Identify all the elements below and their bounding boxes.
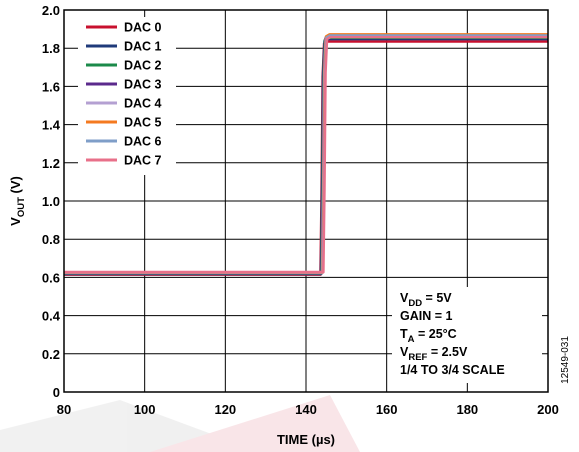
x-tick-label: 80 (57, 402, 71, 417)
annotation-line: GAIN = 1 (400, 309, 452, 323)
annotation-line: 1/4 TO 3/4 SCALE (400, 363, 505, 377)
y-tick-label: 1.8 (42, 41, 60, 56)
y-tick-label: 2.0 (42, 3, 60, 18)
legend-label: DAC 7 (124, 154, 162, 168)
x-tick-label: 200 (537, 402, 559, 417)
y-tick-label: 1.6 (42, 79, 60, 94)
y-tick-label: 1.0 (42, 194, 60, 209)
annotation-line: TA = 25°C (400, 327, 457, 345)
plot-frame (63, 9, 549, 393)
y-tick-label: 1.4 (42, 118, 61, 133)
legend: DAC 0 DAC 1 DAC 2 DAC 3 DAC 4 DAC 5 DAC 6 DAC 7 (78, 17, 176, 175)
legend-label: DAC 6 (124, 135, 162, 149)
annotation-line: VREF = 2.5V (400, 345, 468, 363)
y-axis-title: VOUT (V) (8, 176, 27, 226)
legend-label: DAC 2 (124, 59, 162, 73)
y-tick-label: 0.8 (42, 232, 60, 247)
x-tick-label: 180 (456, 402, 478, 417)
y-tick-label: 0.2 (42, 347, 60, 362)
legend-label: DAC 1 (124, 40, 162, 54)
legend-label: DAC 4 (124, 97, 162, 111)
annotation-background (392, 287, 542, 383)
x-tick-label: 160 (376, 402, 398, 417)
x-axis-title: TIME (µs) (277, 432, 335, 447)
y-tick-label: 0 (53, 385, 60, 400)
series-line-dac-7 (64, 35, 548, 274)
y-tick-label: 0.6 (42, 270, 60, 285)
legend-background (78, 17, 176, 175)
x-tick-label: 140 (295, 402, 317, 417)
x-tick-label: 120 (214, 402, 236, 417)
y-tick-label: 1.2 (42, 156, 60, 171)
x-tick-label: 100 (134, 402, 156, 417)
watermark (0, 395, 360, 452)
y-tick-label: 0.4 (42, 309, 61, 324)
legend-label: DAC 3 (124, 78, 162, 92)
legend-label: DAC 5 (124, 116, 162, 130)
annotation-line: VDD = 5V (400, 291, 452, 309)
figure-id: 12549-031 (560, 336, 571, 384)
legend-label: DAC 0 (124, 21, 162, 35)
